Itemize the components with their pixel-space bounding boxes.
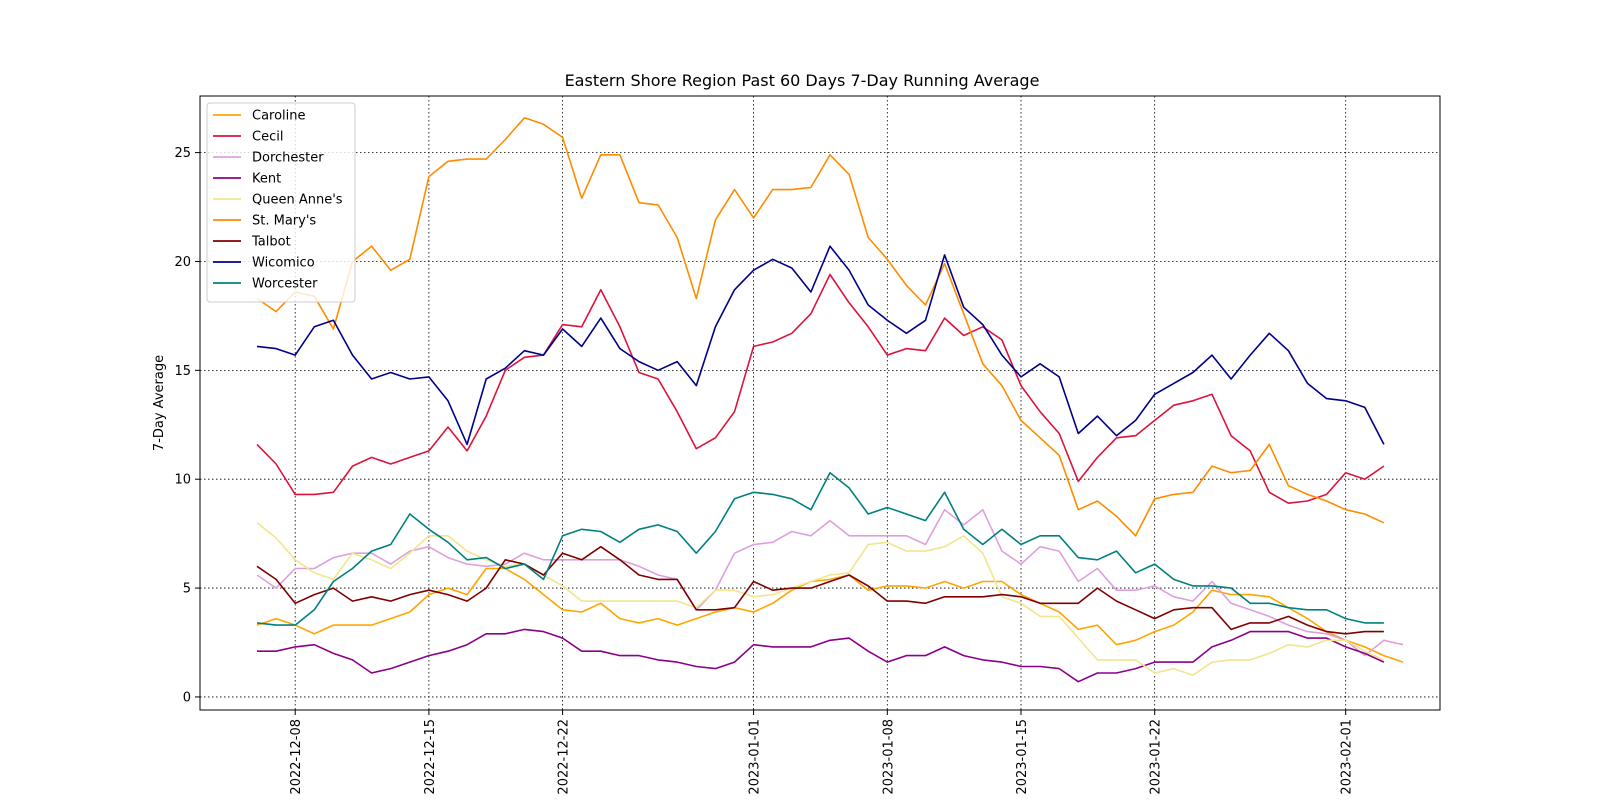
x-axis-ticks: 2022-12-08 2022-12-15 2022-12-22 2023-01-01… bbox=[289, 710, 1355, 795]
x-tick-label: 2023-01-22 bbox=[1149, 719, 1164, 795]
series-line-talbot bbox=[256, 545, 1384, 635]
series-line-queen-anne-s bbox=[256, 522, 1385, 677]
y-tick-label: 5 bbox=[183, 582, 191, 597]
y-axis-ticks: 0 5 10 15 20 25 bbox=[174, 146, 200, 705]
chart-title: Eastern Shore Region Past 60 Days 7-Day … bbox=[565, 71, 1040, 90]
x-tick-label: 2023-01-08 bbox=[881, 719, 896, 795]
legend-label: Queen Anne's bbox=[252, 193, 343, 208]
legend: Caroline Cecil Dorchester Kent Queen Anne's S… bbox=[206, 102, 356, 303]
series-line-kent bbox=[257, 628, 1385, 683]
y-tick-label: 15 bbox=[174, 364, 191, 379]
grid-lines bbox=[200, 96, 1440, 710]
legend-box bbox=[206, 102, 356, 303]
series-line-caroline bbox=[256, 567, 1404, 663]
y-tick-label: 0 bbox=[183, 690, 191, 705]
series-line-st-mary-s bbox=[256, 117, 1385, 537]
legend-label: St. Mary's bbox=[252, 214, 316, 229]
series-line-worcester bbox=[256, 471, 1384, 626]
x-tick-label: 2023-01-01 bbox=[748, 719, 763, 795]
series-line-cecil bbox=[256, 273, 1385, 505]
plot-area-frame bbox=[199, 95, 1441, 711]
legend-label: Caroline bbox=[252, 109, 306, 124]
legend-label: Cecil bbox=[252, 130, 283, 145]
y-tick-label: 20 bbox=[174, 255, 191, 270]
legend-label: Dorchester bbox=[252, 151, 324, 166]
legend-label: Wicomico bbox=[252, 256, 315, 271]
y-tick-label: 10 bbox=[174, 473, 191, 488]
y-axis-label: 7-Day Average bbox=[152, 355, 167, 451]
legend-label: Worcester bbox=[252, 277, 318, 292]
x-tick-label: 2023-01-15 bbox=[1015, 719, 1030, 795]
series-line-dorchester bbox=[256, 508, 1404, 657]
x-tick-label: 2022-12-15 bbox=[423, 719, 438, 795]
series-line-wicomico bbox=[256, 245, 1385, 446]
x-tick-label: 2022-12-22 bbox=[557, 719, 572, 795]
legend-label: Talbot bbox=[251, 235, 291, 250]
y-tick-label: 25 bbox=[174, 146, 191, 161]
x-tick-label: 2023-02-01 bbox=[1340, 719, 1355, 795]
series-lines bbox=[256, 117, 1404, 683]
legend-label: Kent bbox=[252, 172, 281, 187]
x-tick-label: 2022-12-08 bbox=[289, 719, 304, 795]
